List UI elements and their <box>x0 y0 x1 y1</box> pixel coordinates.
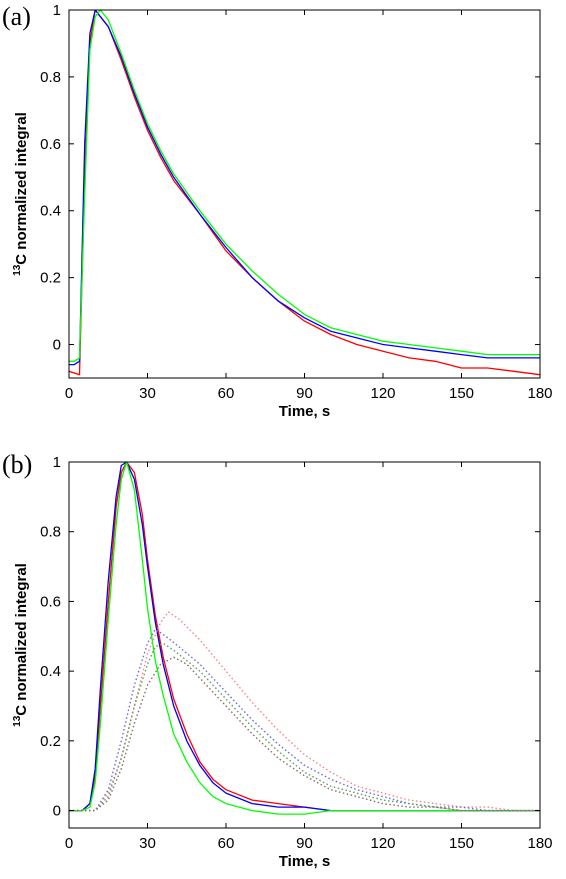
panel-label-a: (a) <box>2 2 31 31</box>
y-tick-label-a-1: 0.2 <box>40 270 61 287</box>
y-tick-label-b-4: 0.8 <box>40 524 61 541</box>
y-tick-label-a-5: 1 <box>53 2 61 19</box>
chart-a-plot: 0 30 60 90 120 150 180 0 0.2 0.4 0.6 0.8 1 Time, s 13C… <box>12 2 553 420</box>
y-tick-label-b-3: 0.6 <box>40 593 61 610</box>
chart-panel-a: (a) 0 30 60 90 120 150 180 0 0.2 0.4 0.6 0.8 1 Time, … <box>2 2 553 420</box>
series-line-b-6 <box>69 656 540 812</box>
series-line-b-2 <box>69 462 540 815</box>
chart-b-plot: 0 30 60 90 120 150 180 0 0.2 0.4 0.6 0.8 1 Time, s 13C… <box>12 454 553 870</box>
y-tick-label-b-1: 0.2 <box>40 733 61 750</box>
y-tick-label-a-2: 0.4 <box>40 203 61 220</box>
y-axis-label-a: 13C normalized integral <box>12 112 30 276</box>
x-tick-label-a-3: 90 <box>296 385 313 402</box>
series-line-b-4 <box>69 628 540 812</box>
series-line-b-5 <box>69 642 540 812</box>
series-line-b-1 <box>69 462 540 812</box>
plot-frame-a <box>68 9 541 379</box>
x-tick-label-b-5: 150 <box>449 835 474 852</box>
y-axis-label-b: 13C normalized integral <box>12 563 30 727</box>
x-tick-label-a-1: 30 <box>139 385 156 402</box>
series-line-a-1 <box>69 10 540 366</box>
x-tick-label-a-4: 120 <box>370 385 395 402</box>
panel-label-b: (b) <box>2 450 33 479</box>
y-tick-label-a-4: 0.8 <box>40 69 61 86</box>
x-axis-label-a: Time, s <box>279 403 330 420</box>
x-tick-label-a-6: 180 <box>527 385 552 402</box>
x-tick-label-b-3: 90 <box>296 835 313 852</box>
y-tick-label-a-0: 0 <box>53 337 61 354</box>
y-tick-label-b-0: 0 <box>53 803 61 820</box>
chart-panel-b: (b) 0 30 60 90 120 150 180 0 0.2 0.4 0.6 0.8 1 Time, … <box>0 448 566 879</box>
y-tick-label-b-2: 0.4 <box>40 663 61 680</box>
series-line-b-3 <box>69 611 540 812</box>
x-tick-label-b-2: 60 <box>218 835 235 852</box>
x-tick-label-b-1: 30 <box>139 835 156 852</box>
plot-frame-b <box>68 461 541 829</box>
x-tick-label-b-6: 180 <box>527 835 552 852</box>
x-axis-label-b: Time, s <box>279 853 330 870</box>
y-tick-label-b-5: 1 <box>53 454 61 471</box>
y-tick-label-a-3: 0.6 <box>40 136 61 153</box>
series-line-b-0 <box>69 462 540 812</box>
x-tick-label-a-0: 0 <box>65 385 73 402</box>
x-tick-label-b-4: 120 <box>370 835 395 852</box>
x-tick-label-a-5: 150 <box>449 385 474 402</box>
series-line-a-2 <box>69 10 540 362</box>
x-tick-label-b-0: 0 <box>65 835 73 852</box>
series-line-a-0 <box>69 10 540 376</box>
x-tick-label-a-2: 60 <box>218 385 235 402</box>
